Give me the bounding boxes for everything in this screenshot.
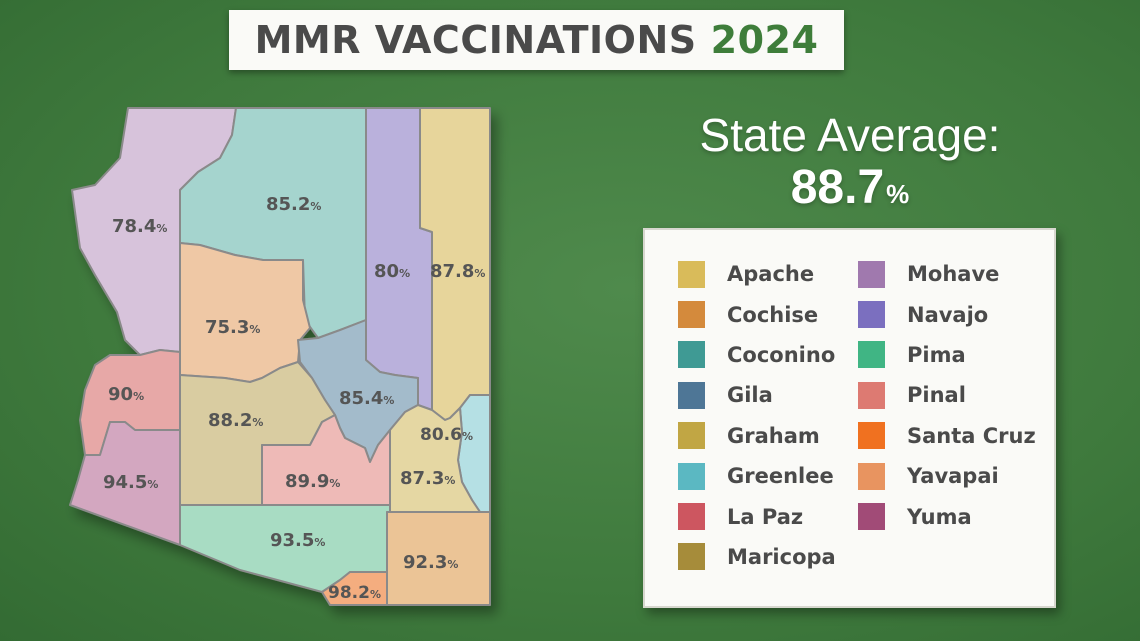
- legend-item-graham: Graham: [678, 416, 836, 456]
- county-label-navajo: 80%: [374, 261, 410, 282]
- legend-swatch: [678, 301, 705, 329]
- legend-item-la-paz: La Paz: [678, 496, 836, 536]
- county-label-greenlee: 80.6%: [420, 425, 473, 445]
- legend-label: Maricopa: [727, 544, 836, 569]
- state-average-label: State Average:: [699, 109, 1001, 161]
- legend-swatch: [858, 422, 885, 450]
- title-year: 2024: [710, 18, 819, 62]
- legend-swatch: [858, 341, 885, 369]
- county-label-maricopa: 88.2%: [208, 410, 263, 431]
- county-label-graham: 87.3%: [400, 468, 455, 489]
- legend-swatch: [858, 301, 885, 329]
- legend-item-coconino: Coconino: [678, 335, 836, 375]
- state-average-value: 88.7: [790, 161, 885, 214]
- legend-swatch: [858, 381, 885, 409]
- county-shape-santa-cruz: [321, 571, 388, 606]
- county-label-apache: 87.8%: [430, 261, 485, 282]
- legend-item-maricopa: Maricopa: [678, 537, 836, 577]
- legend-label: Apache: [727, 262, 815, 287]
- legend-label: Yuma: [907, 504, 972, 529]
- legend-swatch: [858, 503, 885, 531]
- state-average-unit: %: [886, 179, 910, 209]
- legend-item-yuma: Yuma: [858, 496, 1036, 536]
- legend-item-gila: Gila: [678, 375, 836, 415]
- legend-swatch: [678, 260, 705, 288]
- legend-label: Pinal: [907, 383, 966, 408]
- legend-swatch: [858, 260, 885, 288]
- state-average-value-block: 88.7%: [640, 160, 1060, 215]
- legend-swatch: [678, 462, 705, 490]
- county-label-santa-cruz: 98.2%: [328, 583, 381, 603]
- county-label-gila: 85.4%: [339, 388, 394, 409]
- county-shape-yuma: [69, 421, 181, 546]
- legend-item-apache: Apache: [678, 254, 836, 294]
- legend-item-pinal: Pinal: [858, 375, 1036, 415]
- legend-swatch: [678, 381, 705, 409]
- arizona-county-map: 78.4% 85.2% 80% 87.8% 75.3% 90% 85.4% 88…: [69, 107, 491, 606]
- county-shape-yavapai: [179, 242, 311, 383]
- legend-item-navajo: Navajo: [858, 294, 1036, 334]
- county-label-pinal: 89.9%: [285, 471, 340, 492]
- legend-label: La Paz: [727, 504, 804, 529]
- title-text: MMR VACCINATIONS: [254, 18, 697, 62]
- legend-item-pima: Pima: [858, 335, 1036, 375]
- county-label-la-paz: 90%: [108, 384, 144, 405]
- legend-swatch: [678, 341, 705, 369]
- legend-swatch: [678, 543, 705, 571]
- legend-item-mohave: Mohave: [858, 254, 1036, 294]
- legend-column-left: Apache Cochise Coconino Gila Graham Gree…: [678, 254, 836, 577]
- county-label-yuma: 94.5%: [103, 472, 158, 493]
- legend-column-right: Mohave Navajo Pima Pinal Santa Cruz Yava…: [858, 254, 1036, 537]
- county-shape-graham: [389, 404, 481, 513]
- legend-swatch: [858, 462, 885, 490]
- county-label-coconino: 85.2%: [266, 194, 321, 215]
- legend-box: Apache Cochise Coconino Gila Graham Gree…: [643, 228, 1056, 608]
- legend-label: Graham: [727, 423, 820, 448]
- legend-swatch: [678, 503, 705, 531]
- legend-label: Cochise: [727, 302, 819, 327]
- legend-item-cochise: Cochise: [678, 294, 836, 334]
- legend-label: Greenlee: [727, 464, 834, 489]
- legend-swatch: [678, 422, 705, 450]
- county-label-cochise: 92.3%: [403, 552, 458, 573]
- county-label-yavapai: 75.3%: [205, 317, 260, 338]
- legend-label: Santa Cruz: [907, 423, 1036, 448]
- title-banner: MMR VACCINATIONS 2024: [229, 10, 844, 70]
- legend-item-greenlee: Greenlee: [678, 456, 836, 496]
- legend-label: Mohave: [907, 262, 1000, 287]
- legend-item-santa-cruz: Santa Cruz: [858, 416, 1036, 456]
- legend-label: Gila: [727, 383, 773, 408]
- legend-label: Pima: [907, 342, 966, 367]
- county-label-mohave: 78.4%: [112, 216, 167, 237]
- legend-label: Navajo: [907, 302, 989, 327]
- legend-label: Yavapai: [907, 464, 999, 489]
- legend-label: Coconino: [727, 342, 836, 367]
- legend-item-yavapai: Yavapai: [858, 456, 1036, 496]
- county-label-pima: 93.5%: [270, 530, 325, 551]
